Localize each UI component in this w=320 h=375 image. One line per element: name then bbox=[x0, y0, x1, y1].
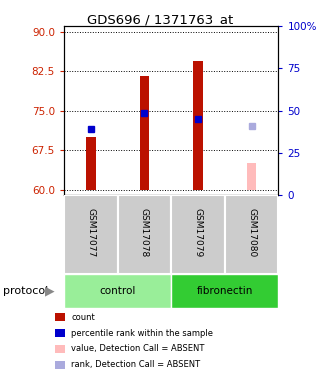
Text: GSM17077: GSM17077 bbox=[86, 208, 95, 257]
Bar bbox=[86, 137, 96, 190]
Bar bbox=[140, 76, 149, 190]
Bar bbox=[171, 274, 278, 308]
Bar bbox=[55, 313, 65, 321]
Text: value, Detection Call = ABSENT: value, Detection Call = ABSENT bbox=[71, 344, 204, 353]
Bar bbox=[55, 345, 65, 353]
Text: percentile rank within the sample: percentile rank within the sample bbox=[71, 328, 213, 338]
Text: GDS696 / 1371763_at: GDS696 / 1371763_at bbox=[87, 13, 233, 26]
Text: control: control bbox=[100, 286, 136, 296]
Bar bbox=[118, 195, 171, 274]
Text: count: count bbox=[71, 313, 95, 322]
Bar bbox=[247, 164, 256, 190]
Text: fibronectin: fibronectin bbox=[196, 286, 253, 296]
Bar bbox=[193, 60, 203, 190]
Bar bbox=[55, 361, 65, 369]
Text: rank, Detection Call = ABSENT: rank, Detection Call = ABSENT bbox=[71, 360, 200, 369]
Bar bbox=[64, 195, 118, 274]
Text: protocol: protocol bbox=[3, 286, 48, 296]
Bar bbox=[64, 274, 171, 308]
Text: GSM17078: GSM17078 bbox=[140, 208, 149, 257]
Bar bbox=[225, 195, 278, 274]
Text: ▶: ▶ bbox=[45, 284, 54, 297]
Bar bbox=[55, 329, 65, 337]
Bar bbox=[171, 195, 225, 274]
Text: GSM17079: GSM17079 bbox=[194, 208, 203, 257]
Text: GSM17080: GSM17080 bbox=[247, 208, 256, 257]
